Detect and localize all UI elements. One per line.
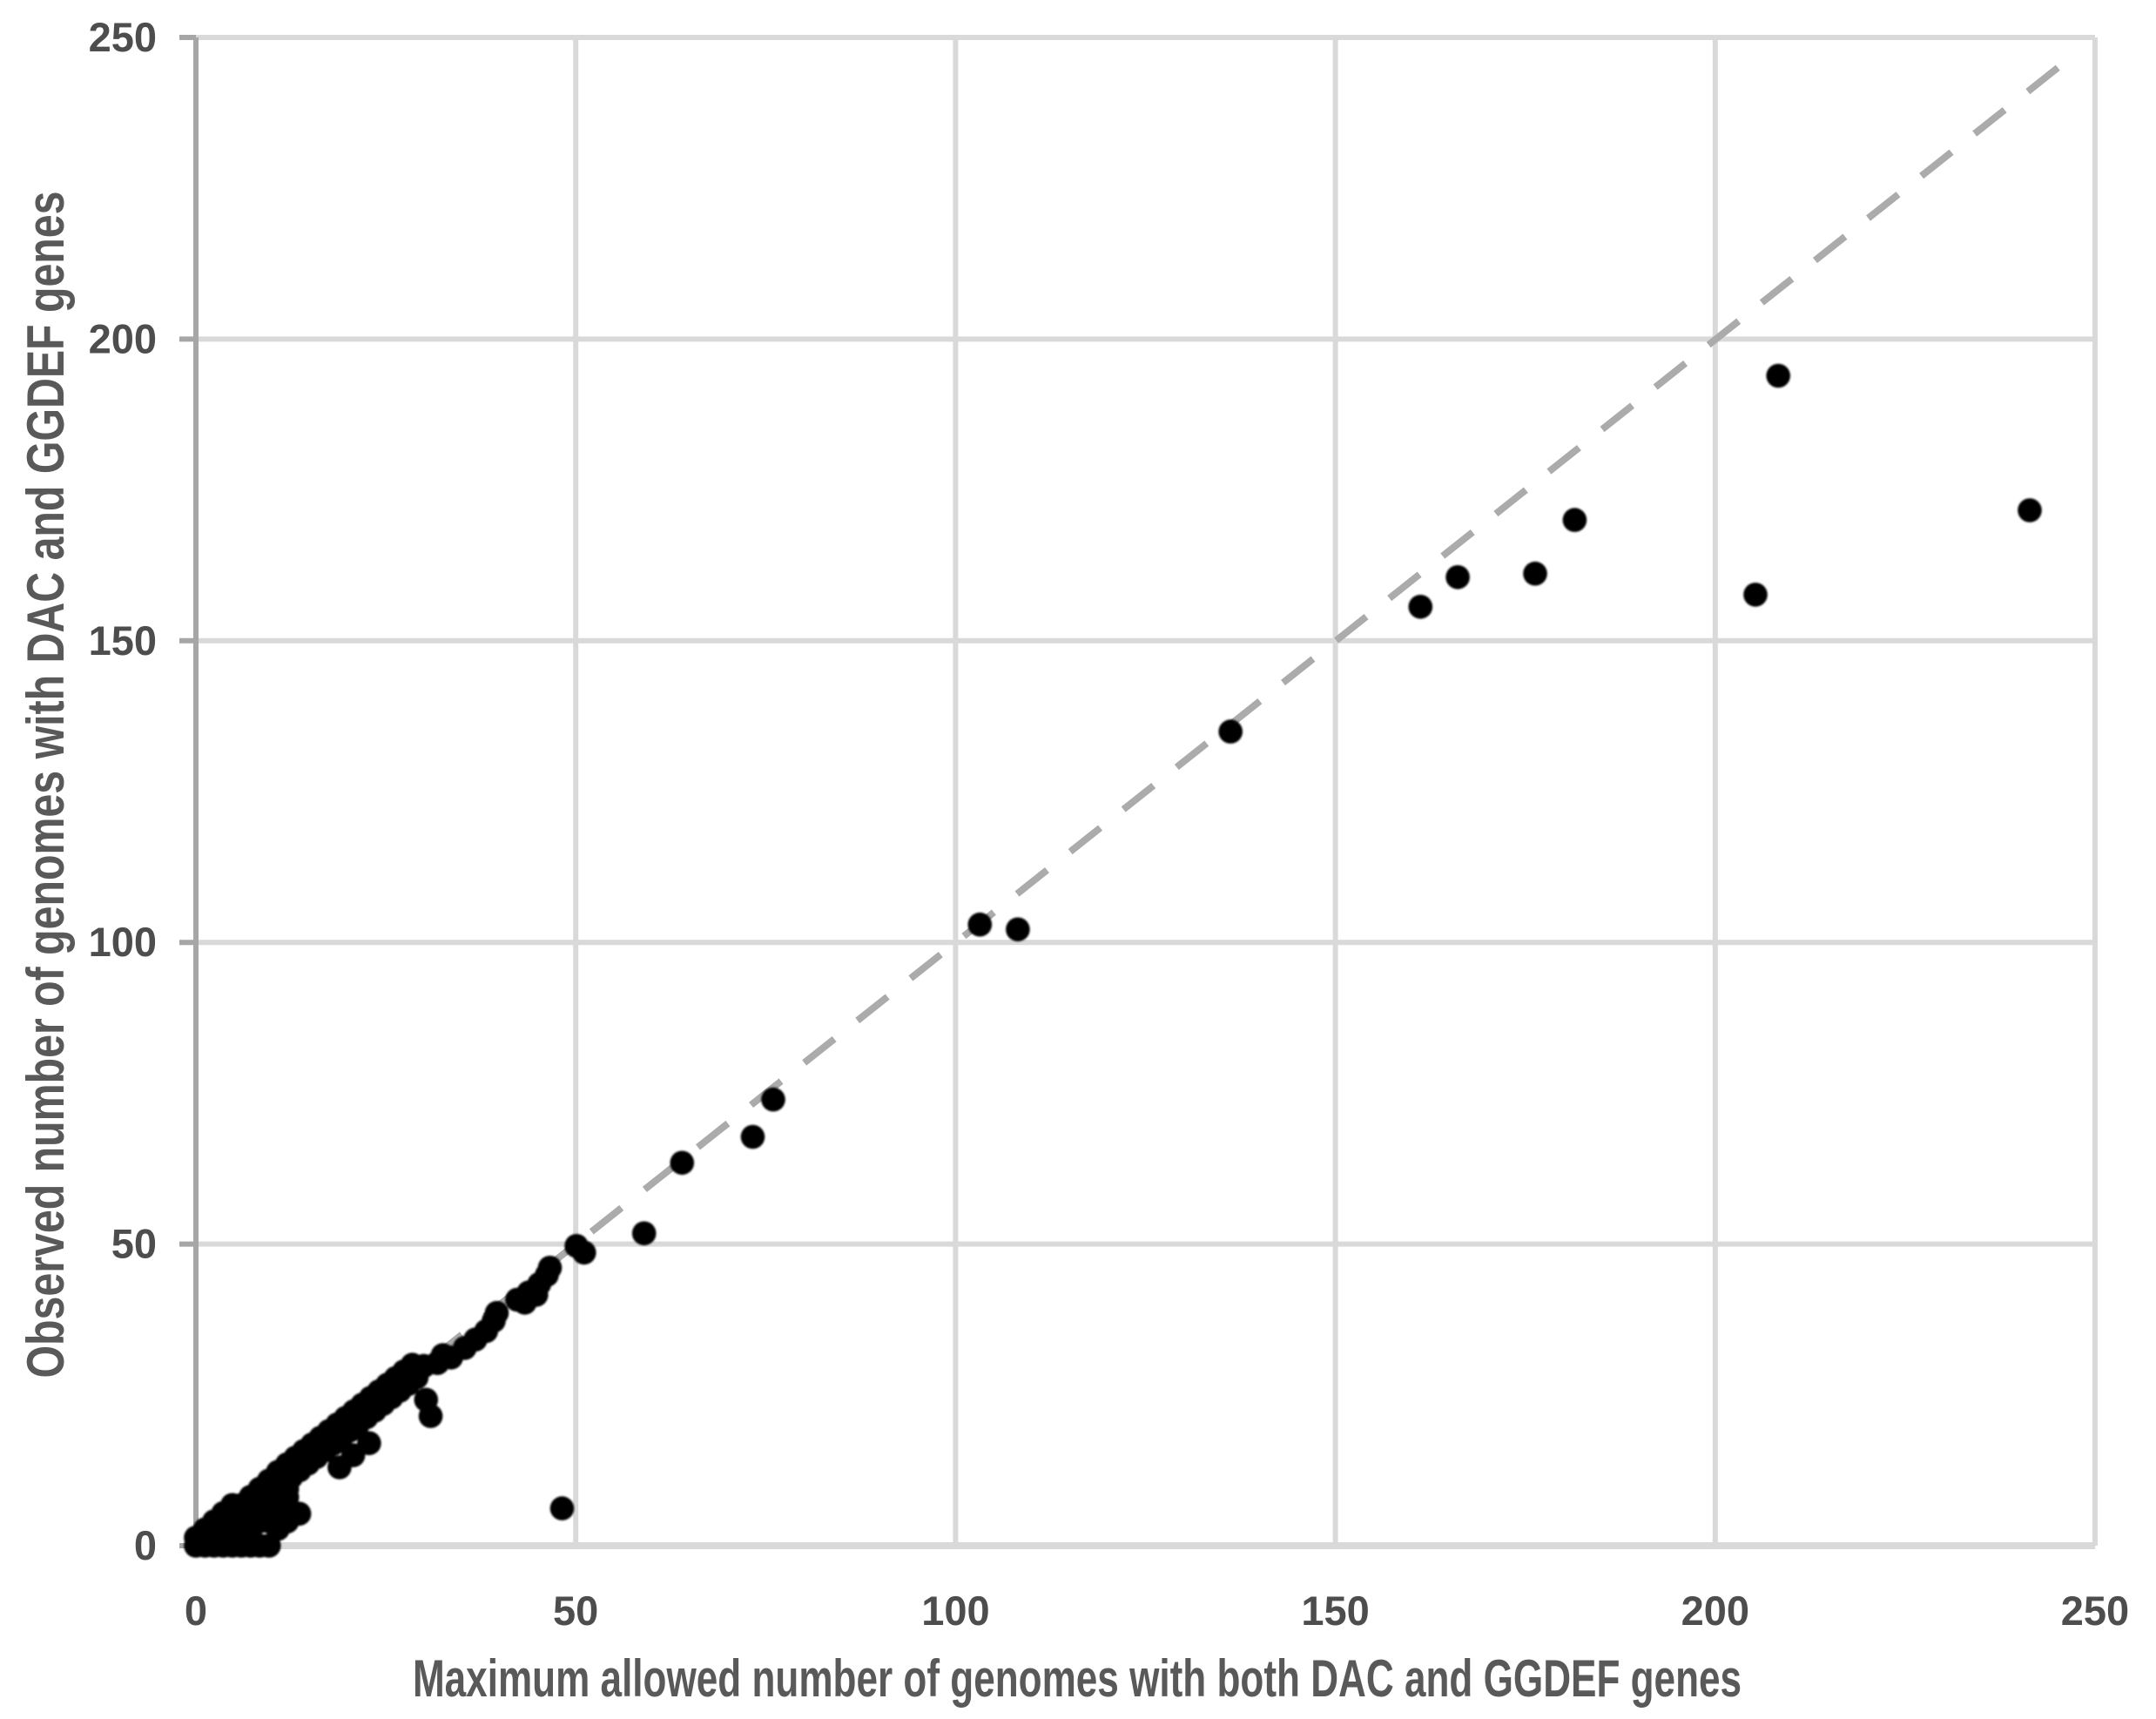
svg-text:150: 150 xyxy=(1301,1588,1369,1634)
svg-text:Observed number of genomes wit: Observed number of genomes with DAC and … xyxy=(17,191,75,1378)
svg-text:50: 50 xyxy=(553,1588,598,1634)
svg-text:50: 50 xyxy=(111,1221,157,1267)
svg-text:Maximum allowed number of geno: Maximum allowed number of genomes with b… xyxy=(413,1649,1742,1708)
svg-text:0: 0 xyxy=(134,1522,157,1568)
svg-text:250: 250 xyxy=(89,14,157,60)
svg-text:250: 250 xyxy=(2061,1588,2129,1634)
svg-text:200: 200 xyxy=(1681,1588,1749,1634)
svg-text:150: 150 xyxy=(89,617,157,664)
svg-text:100: 100 xyxy=(89,919,157,965)
svg-text:100: 100 xyxy=(921,1588,989,1634)
svg-text:0: 0 xyxy=(185,1588,207,1634)
svg-text:200: 200 xyxy=(89,315,157,361)
